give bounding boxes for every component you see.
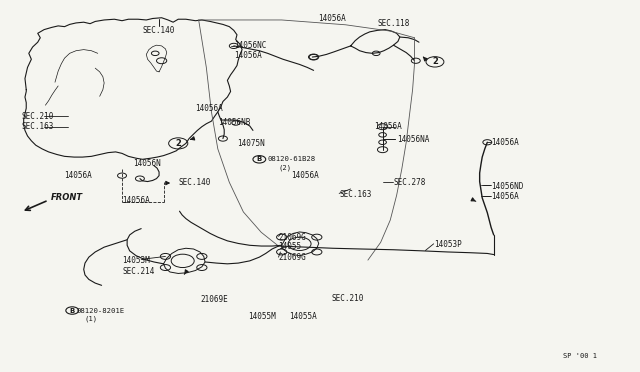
Text: SEC.140: SEC.140 bbox=[143, 26, 175, 35]
Text: 14056NB: 14056NB bbox=[218, 118, 250, 127]
Text: SEC.118: SEC.118 bbox=[378, 19, 410, 28]
Text: SEC.214: SEC.214 bbox=[122, 267, 154, 276]
Text: 14056A: 14056A bbox=[491, 138, 519, 147]
Text: B: B bbox=[70, 308, 75, 314]
Text: SEC.163: SEC.163 bbox=[339, 190, 372, 199]
Text: SEC.163: SEC.163 bbox=[21, 122, 54, 131]
Text: 14055A: 14055A bbox=[289, 312, 317, 321]
Text: 14056A: 14056A bbox=[122, 196, 150, 205]
Text: 21069G: 21069G bbox=[278, 253, 307, 262]
Text: 14053M: 14053M bbox=[122, 256, 150, 265]
Text: SEC.210: SEC.210 bbox=[332, 294, 364, 303]
Text: 14056A: 14056A bbox=[234, 51, 262, 60]
Text: 14056A: 14056A bbox=[318, 14, 346, 23]
Text: 14053P: 14053P bbox=[434, 240, 461, 249]
Text: FRONT: FRONT bbox=[51, 193, 83, 202]
Text: 14055M: 14055M bbox=[248, 312, 276, 321]
Text: SEC.210: SEC.210 bbox=[21, 112, 54, 121]
Text: SEC.140: SEC.140 bbox=[178, 178, 211, 187]
Text: SEC.278: SEC.278 bbox=[394, 178, 426, 187]
Text: 21069G: 21069G bbox=[278, 232, 307, 242]
Text: 14056A: 14056A bbox=[195, 104, 223, 113]
Text: 14056N: 14056N bbox=[133, 158, 161, 167]
Text: 14056A: 14056A bbox=[65, 171, 92, 180]
Text: 14056A: 14056A bbox=[291, 171, 319, 180]
Text: 14055: 14055 bbox=[278, 242, 301, 251]
Text: 2: 2 bbox=[175, 139, 181, 148]
Text: 08120-8201E: 08120-8201E bbox=[76, 308, 124, 314]
Text: 14056A: 14056A bbox=[491, 192, 519, 201]
Text: 14056A: 14056A bbox=[374, 122, 402, 131]
Text: (1): (1) bbox=[85, 315, 98, 322]
Text: 08120-61B28: 08120-61B28 bbox=[268, 156, 316, 162]
Text: 21069E: 21069E bbox=[200, 295, 228, 304]
Text: 2: 2 bbox=[432, 57, 438, 66]
Text: 14056NA: 14056NA bbox=[397, 135, 429, 144]
Text: (2): (2) bbox=[278, 164, 292, 171]
Text: 14075N: 14075N bbox=[237, 139, 265, 148]
Text: 14056NC: 14056NC bbox=[234, 41, 266, 51]
Text: SP '00 1: SP '00 1 bbox=[563, 353, 596, 359]
Text: 14056ND: 14056ND bbox=[491, 182, 524, 190]
Text: B: B bbox=[257, 156, 262, 162]
